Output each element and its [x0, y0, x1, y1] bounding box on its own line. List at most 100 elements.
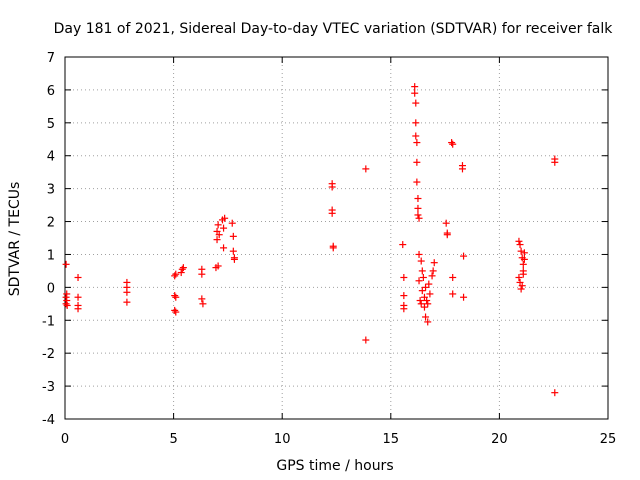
data-point: [229, 247, 237, 255]
data-point: [63, 290, 71, 298]
data-point: [420, 303, 428, 311]
data-point: [220, 224, 228, 232]
y-tick-label: -1: [42, 314, 55, 329]
data-point: [62, 293, 70, 301]
data-point: [423, 297, 431, 305]
data-point: [215, 231, 223, 239]
data-point: [428, 272, 436, 280]
data-point: [551, 158, 559, 166]
y-tick-label: 0: [47, 281, 55, 296]
y-tick-label: 6: [47, 84, 55, 99]
x-tick-label: 15: [383, 432, 400, 447]
data-point: [418, 287, 426, 295]
x-axis-label: GPS time / hours: [276, 458, 393, 474]
data-point: [399, 241, 407, 249]
data-point: [415, 214, 423, 222]
data-point: [443, 231, 451, 239]
y-tick-label: 2: [47, 216, 55, 231]
data-point: [448, 139, 456, 147]
x-tick-label: 5: [169, 432, 177, 447]
data-point: [429, 267, 437, 275]
data-point: [214, 221, 222, 229]
data-point: [412, 99, 420, 107]
data-point: [422, 313, 430, 321]
data-point: [362, 336, 370, 344]
data-point: [418, 267, 426, 275]
data-point: [517, 285, 525, 293]
data-point: [171, 292, 179, 300]
x-tick-label: 0: [61, 432, 69, 447]
data-point: [172, 270, 180, 278]
data-point: [515, 273, 523, 281]
data-point: [412, 119, 420, 127]
data-point: [172, 293, 180, 301]
axis-ticks: [64, 56, 609, 420]
plot-frame: [64, 56, 609, 420]
x-tick-label: 10: [274, 432, 291, 447]
data-point: [413, 139, 421, 147]
y-tick-label: -3: [42, 380, 55, 395]
data-point: [228, 219, 236, 227]
data-point: [63, 301, 71, 309]
data-point: [426, 290, 434, 298]
data-point: [430, 259, 438, 267]
data-point: [417, 257, 425, 265]
data-point: [198, 295, 206, 303]
data-point: [400, 292, 408, 300]
data-point: [171, 272, 179, 280]
data-point: [62, 300, 70, 308]
data-point: [414, 211, 422, 219]
y-axis-label: SDTVAR / TECUs: [7, 182, 23, 297]
data-point: [400, 305, 408, 313]
data-point: [400, 273, 408, 281]
data-point: [425, 280, 433, 288]
chart-title: Day 181 of 2021, Sidereal Day-to-day VTE…: [54, 21, 614, 37]
data-point: [229, 232, 237, 240]
data-point: [411, 89, 419, 97]
y-tick-label: -4: [42, 413, 55, 428]
data-point: [198, 270, 206, 278]
data-point: [328, 209, 336, 217]
data-point: [362, 165, 370, 173]
data-point: [551, 389, 559, 397]
x-tick-label: 25: [600, 432, 617, 447]
data-point: [62, 260, 70, 268]
data-point: [220, 244, 228, 252]
data-point: [519, 270, 527, 278]
data-point: [172, 308, 180, 316]
data-point: [74, 273, 82, 281]
x-tick-label: 20: [491, 432, 508, 447]
data-point: [74, 305, 82, 313]
data-point: [516, 241, 524, 249]
data-point: [177, 269, 185, 277]
y-tick-label: 4: [47, 150, 55, 165]
data-point: [515, 237, 523, 245]
data-point: [178, 265, 186, 273]
data-point: [415, 250, 423, 258]
data-point: [424, 300, 432, 308]
data-point: [329, 244, 337, 252]
data-point: [179, 264, 187, 272]
data-point: [328, 183, 336, 191]
y-tick-label: 5: [47, 117, 55, 132]
data-point: [424, 318, 432, 326]
x-tick-labels: 0 5 10 15 20 25: [61, 432, 616, 447]
data-point: [413, 178, 421, 186]
data-point: [517, 247, 525, 255]
data-point: [74, 293, 82, 301]
data-point: [449, 290, 457, 298]
data-point: [449, 140, 457, 148]
data-point: [419, 273, 427, 281]
data-point: [230, 255, 238, 263]
y-tick-label: 1: [47, 248, 55, 263]
data-point: [414, 204, 422, 212]
data-point: [417, 300, 425, 308]
data-point: [460, 293, 468, 301]
y-tick-label: 7: [47, 51, 55, 66]
data-point: [414, 195, 422, 203]
data-point: [412, 132, 420, 140]
data-point: [199, 300, 207, 308]
y-tick-label: 3: [47, 183, 55, 198]
